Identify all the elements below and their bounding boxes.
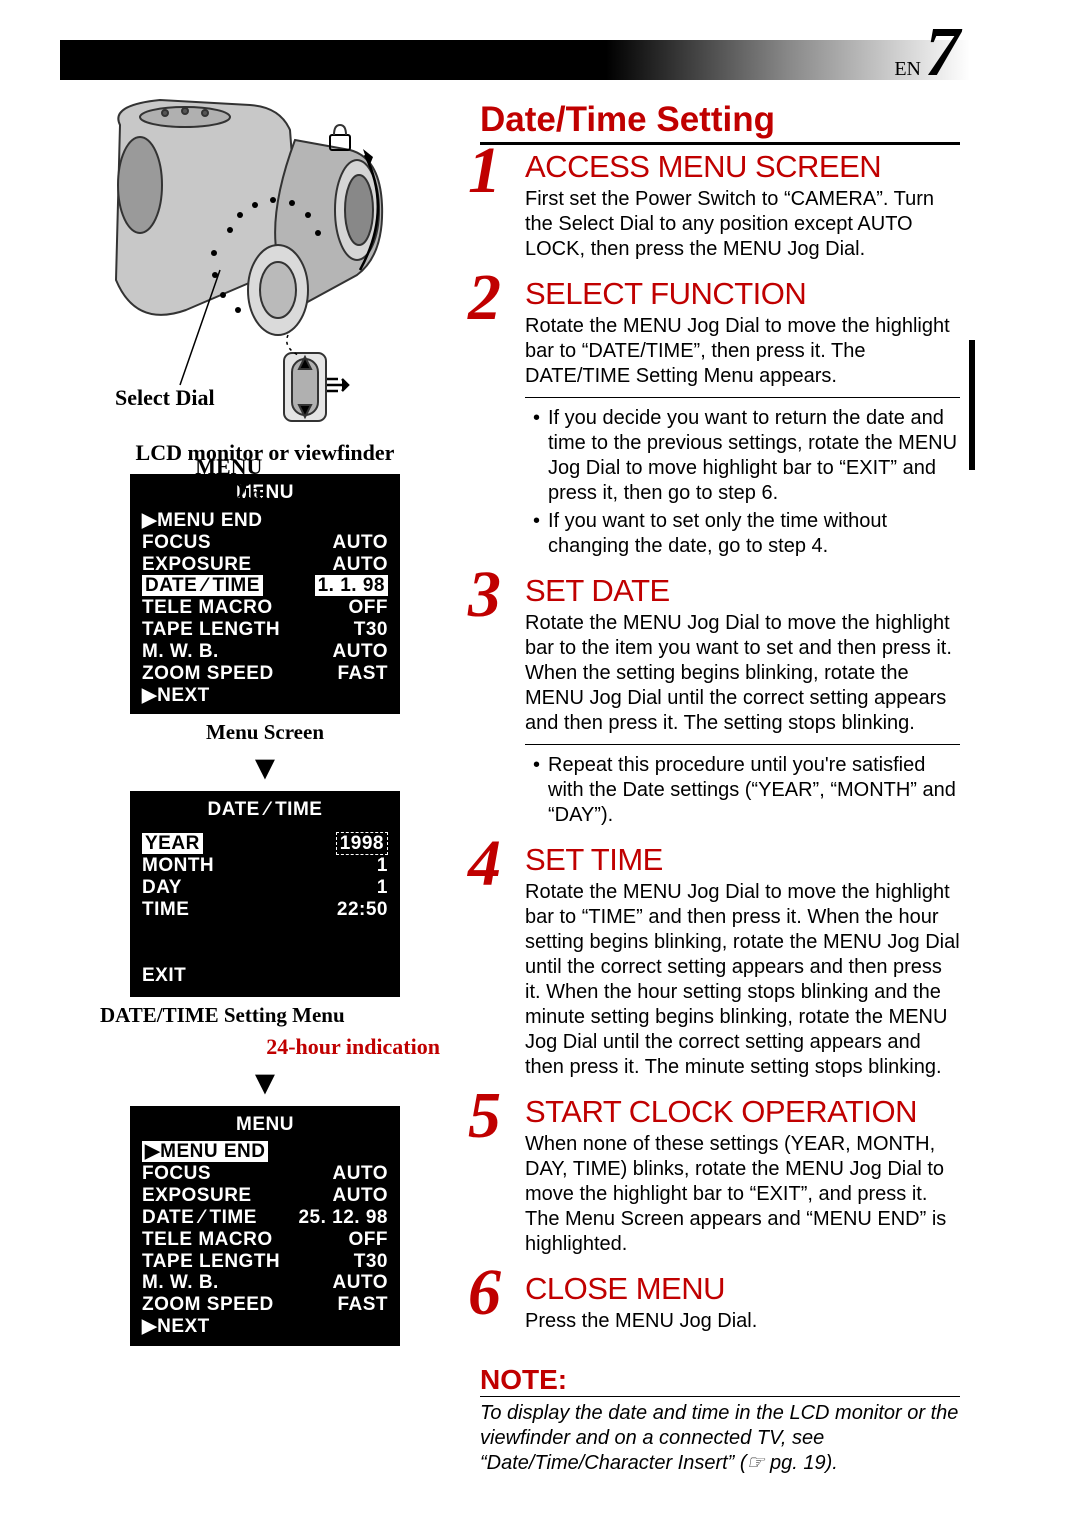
menu-screen-1: MENU ▶MENU ENDFOCUSAUTOEXPOSUREAUTODATE … xyxy=(130,474,400,714)
menu-row: ZOOM SPEEDFAST xyxy=(142,1294,388,1316)
step-body: Rotate the MENU Jog Dial to move the hig… xyxy=(525,314,960,389)
step-bullet: If you decide you want to return the dat… xyxy=(533,406,960,506)
menu-row: M. W. B.AUTO xyxy=(142,1272,388,1294)
datetime-caption: DATE/TIME Setting Menu xyxy=(70,1003,460,1028)
menu-row: MONTH1 xyxy=(142,855,388,877)
menu-row: ▶MENU END xyxy=(142,510,388,532)
step-number: 4 xyxy=(468,836,501,892)
menu-row: ▶NEXT xyxy=(142,685,388,707)
step-heading: ACCESS MENU SCREEN xyxy=(525,149,960,185)
step-body: Rotate the MENU Jog Dial to move the hig… xyxy=(525,880,960,1080)
section-title: Date/Time Setting xyxy=(480,100,960,145)
top-gradient-bar xyxy=(60,40,970,80)
menu-row: DATE ⁄ TIME25. 12. 98 xyxy=(142,1207,388,1229)
note-body: To display the date and time in the LCD … xyxy=(480,1401,960,1476)
step-number: 3 xyxy=(468,567,501,623)
step-number: 2 xyxy=(468,270,501,326)
page-lang: EN xyxy=(894,58,921,80)
step-heading: SET DATE xyxy=(525,573,960,609)
menu-screen-caption: Menu Screen xyxy=(70,720,460,745)
menu-row: YEAR1998 xyxy=(142,833,388,855)
datetime-menu: DATE ⁄ TIME YEAR1998MONTH1DAY1TIME22:50 … xyxy=(130,791,400,996)
menu-row: ▶MENU END xyxy=(142,1141,388,1163)
step: 1ACCESS MENU SCREENFirst set the Power S… xyxy=(480,149,960,262)
step: 2SELECT FUNCTIONRotate the MENU Jog Dial… xyxy=(480,276,960,559)
step-body: When none of these settings (YEAR, MONTH… xyxy=(525,1132,960,1257)
step-number: 6 xyxy=(468,1265,501,1321)
hour24-caption: 24-hour indication xyxy=(70,1034,460,1060)
camcorder-diagram: Select Dial MENU Jog Dial xyxy=(70,95,410,425)
step-heading: START CLOCK OPERATION xyxy=(525,1094,960,1130)
page-number: EN 7 xyxy=(894,32,960,81)
menu-row: EXPOSUREAUTO xyxy=(142,1185,388,1207)
step: 6CLOSE MENUPress the MENU Jog Dial. xyxy=(480,1271,960,1334)
step-number: 5 xyxy=(468,1088,501,1144)
step-heading: SET TIME xyxy=(525,842,960,878)
page-num: 7 xyxy=(925,14,960,91)
step-body: First set the Power Switch to “CAMERA”. … xyxy=(525,187,960,262)
arrow-down-icon: ▼ xyxy=(70,751,460,785)
step-bullet: Repeat this procedure until you're satis… xyxy=(533,753,960,828)
menu-row: DATE ⁄ TIME1. 1. 98 xyxy=(142,575,388,597)
step: 5START CLOCK OPERATIONWhen none of these… xyxy=(480,1094,960,1257)
step-body: Press the MENU Jog Dial. xyxy=(525,1309,960,1334)
step-body: Rotate the MENU Jog Dial to move the hig… xyxy=(525,611,960,736)
menu-row: DAY1 xyxy=(142,877,388,899)
menu-row: TELE MACROOFF xyxy=(142,597,388,619)
step-heading: CLOSE MENU xyxy=(525,1271,960,1307)
menu-row: TAPE LENGTHT30 xyxy=(142,619,388,641)
menu-row: TELE MACROOFF xyxy=(142,1229,388,1251)
menu-row: ZOOM SPEEDFAST xyxy=(142,663,388,685)
select-dial-label: Select Dial xyxy=(115,385,215,411)
step-number: 1 xyxy=(468,143,501,199)
menu-row: FOCUSAUTO xyxy=(142,532,388,554)
step: 4SET TIMERotate the MENU Jog Dial to mov… xyxy=(480,842,960,1080)
step-heading: SELECT FUNCTION xyxy=(525,276,960,312)
menu-row: TIME22:50 xyxy=(142,899,388,921)
step: 3SET DATERotate the MENU Jog Dial to mov… xyxy=(480,573,960,828)
menu-row: TAPE LENGTHT30 xyxy=(142,1251,388,1273)
menu-row: FOCUSAUTO xyxy=(142,1163,388,1185)
arrow-down-icon: ▼ xyxy=(70,1066,460,1100)
step-bullet: If you want to set only the time without… xyxy=(533,509,960,559)
menu-row: M. W. B.AUTO xyxy=(142,641,388,663)
menu-screen-2: MENU ▶MENU ENDFOCUSAUTOEXPOSUREAUTODATE … xyxy=(130,1106,400,1346)
note-heading: NOTE: xyxy=(480,1364,960,1397)
menu-row: EXPOSUREAUTO xyxy=(142,554,388,576)
section-tab xyxy=(969,340,975,470)
menu-row: ▶NEXT xyxy=(142,1316,388,1338)
menu-jog-dial-label: MENU Jog Dial xyxy=(190,455,268,503)
